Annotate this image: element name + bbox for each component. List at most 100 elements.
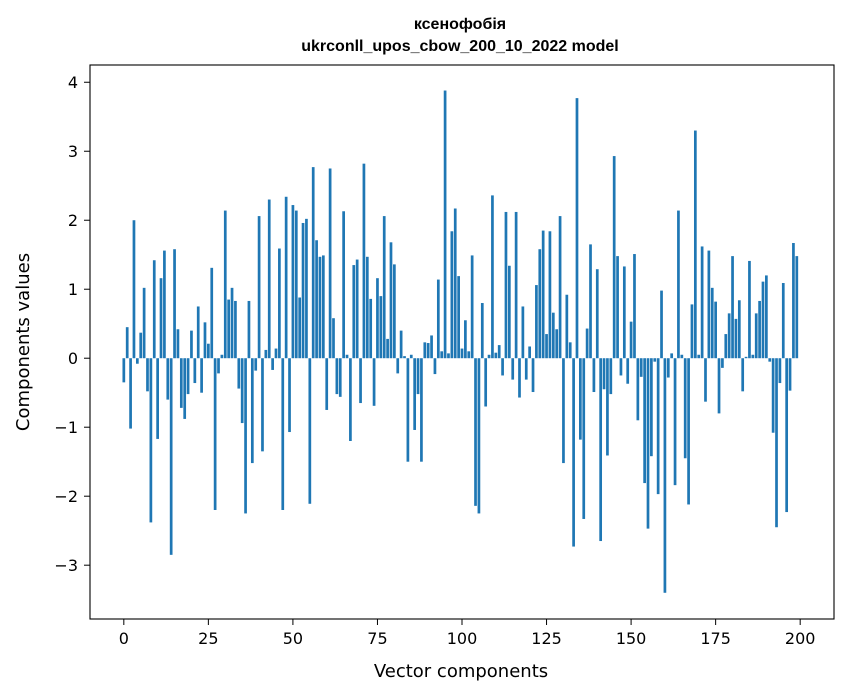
bar-104 [474,358,477,506]
bar-54 [305,218,308,359]
bar-121 [531,358,535,393]
bar-9 [152,260,156,359]
x-tick-label: 175 [700,629,731,648]
bar-143 [606,358,609,456]
bar-10 [156,358,159,439]
bar-175 [714,301,717,359]
bar-193 [775,358,778,528]
bar-11 [159,278,163,359]
y-tick-label: −1 [54,418,78,437]
bar-7 [146,358,149,392]
bar-61 [328,168,332,359]
bar-45 [274,348,278,359]
bar-194 [778,358,782,384]
bar-157 [653,358,657,362]
bar-163 [673,358,677,486]
bar-186 [751,354,755,359]
y-tick-label: 2 [68,211,78,230]
bar-12 [163,250,166,359]
bar-130 [562,358,565,464]
bar-182 [737,300,741,359]
bar-89 [423,342,427,359]
bar-148 [622,266,626,359]
x-tick-label: 0 [119,629,129,648]
bar-153 [639,358,643,377]
bar-25 [207,343,210,359]
bar-138 [589,244,592,359]
x-tick-label: 125 [531,629,562,648]
bar-77 [382,216,386,359]
bar-112 [501,358,504,376]
bar-4 [135,358,139,364]
x-tick-label: 100 [447,629,478,648]
x-tick-label: 50 [283,629,303,648]
x-axis-label: Vector components [374,661,548,682]
bar-116 [514,211,518,359]
bar-93 [436,279,440,359]
bar-162 [670,353,674,359]
bar-95 [443,90,447,359]
bar-39 [254,358,258,371]
bar-119 [524,358,528,380]
bar-57 [315,240,318,359]
bar-67 [349,358,352,441]
bar-173 [707,250,711,359]
bar-108 [487,354,491,359]
bar-107 [484,358,488,407]
bar-31 [227,299,231,359]
bar-155 [646,358,650,529]
bar-46 [278,248,281,359]
bar-196 [785,358,789,513]
bar-44 [271,358,274,370]
bar-136 [582,358,586,519]
bar-35 [240,358,244,424]
bar-27 [213,358,217,510]
bar-63 [335,358,339,395]
bar-88 [420,358,423,462]
bar-177 [721,358,724,368]
bar-75 [376,278,379,359]
bar-42 [264,349,268,359]
bar-120 [528,346,531,359]
bar-1 [125,327,129,359]
bar-51 [294,210,298,359]
bar-84 [406,358,410,462]
bar-62 [332,318,335,359]
bar-190 [765,275,768,359]
bar-58 [318,256,322,359]
bar-192 [771,358,775,433]
bar-94 [440,351,444,359]
bar-123 [538,249,542,359]
bar-151 [633,254,636,359]
bar-32 [230,287,234,359]
bar-96 [447,353,450,359]
bar-0 [122,358,126,383]
bar-17 [179,358,183,408]
bar-73 [369,298,373,359]
bar-98 [453,208,457,359]
bar-70 [359,358,362,404]
bar-74 [372,358,376,406]
bar-181 [734,318,738,359]
bar-3 [132,220,136,359]
bar-78 [386,338,389,359]
bar-189 [761,281,765,359]
bar-191 [768,358,772,362]
bar-113 [504,211,508,359]
bar-24 [203,322,207,359]
bar-5 [139,332,143,359]
bar-159 [660,290,663,359]
bar-71 [362,163,366,359]
x-tick-label: 200 [785,629,816,648]
bar-149 [626,358,630,384]
bar-178 [724,334,728,359]
bar-146 [616,256,619,359]
bar-79 [389,242,393,359]
chart-subtitle: ukrconll_upos_cbow_200_10_2022 model [301,38,618,55]
bar-101 [464,320,467,359]
bar-135 [579,358,582,440]
bar-22 [196,306,200,359]
bar-111 [497,345,501,359]
bar-36 [244,358,247,514]
bar-21 [193,358,197,384]
